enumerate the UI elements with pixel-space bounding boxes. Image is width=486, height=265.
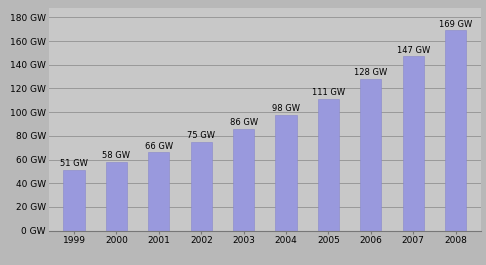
Bar xyxy=(64,170,85,231)
Text: 128 GW: 128 GW xyxy=(354,68,387,77)
Bar xyxy=(360,79,382,231)
Text: 86 GW: 86 GW xyxy=(229,118,258,127)
Bar xyxy=(148,152,170,231)
Bar xyxy=(106,162,127,231)
Text: 66 GW: 66 GW xyxy=(145,142,173,151)
Bar xyxy=(445,30,466,231)
Text: 169 GW: 169 GW xyxy=(439,20,472,29)
Bar xyxy=(276,114,296,231)
Text: 98 GW: 98 GW xyxy=(272,104,300,113)
Text: 75 GW: 75 GW xyxy=(187,131,215,140)
Text: 51 GW: 51 GW xyxy=(60,159,88,168)
Bar xyxy=(403,56,424,231)
Bar xyxy=(233,129,254,231)
Bar xyxy=(318,99,339,231)
Text: 111 GW: 111 GW xyxy=(312,88,345,97)
Bar xyxy=(191,142,212,231)
Text: 58 GW: 58 GW xyxy=(103,151,130,160)
Text: 147 GW: 147 GW xyxy=(397,46,430,55)
